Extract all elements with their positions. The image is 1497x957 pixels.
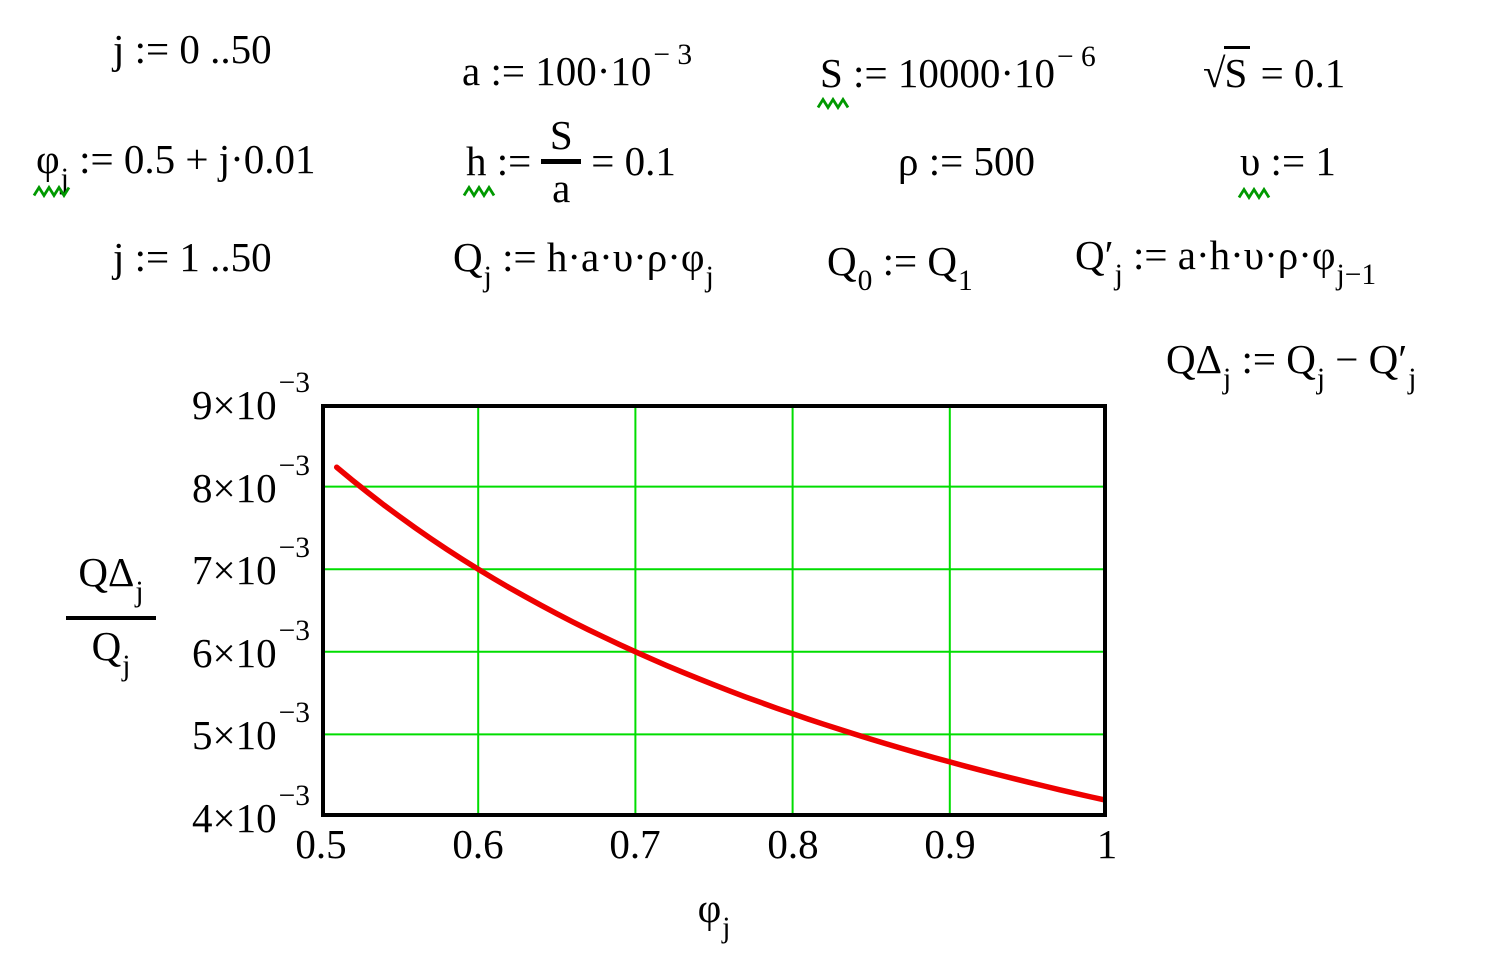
- xtick-label: 1: [1096, 821, 1118, 867]
- expr-Q-def[interactable]: Qj := h·a·υ·ρ·φj: [453, 234, 714, 293]
- redefinition-squiggle-S: [816, 96, 850, 111]
- redefinition-squiggle-phi: [32, 184, 71, 199]
- xy-plot-region[interactable]: [321, 404, 1110, 822]
- legend-fraction-bar: [66, 616, 156, 620]
- y-axis-trace-label: QΔj Qj: [58, 549, 164, 701]
- expr-Q0-def[interactable]: Q0 := Q1: [827, 238, 973, 297]
- fraction-bar: [541, 159, 582, 164]
- expr-upsilon-def[interactable]: υ := 1: [1240, 138, 1336, 184]
- expr-rho-def[interactable]: ρ := 500: [898, 138, 1035, 184]
- expr-phi-def[interactable]: φj := 0.5 + j·0.01: [36, 136, 316, 195]
- xtick-label: 0.6: [452, 821, 504, 867]
- expr-Qprime-def[interactable]: Q′j := a·h·υ·ρ·φj−1: [1075, 232, 1377, 291]
- plot-area[interactable]: [321, 404, 1110, 817]
- xtick-label: 0.9: [924, 821, 976, 867]
- fraction-numerator: S: [549, 112, 573, 158]
- h-def-rhs: = 0.1: [591, 138, 676, 184]
- expr-h-def[interactable]: h := S a = 0.1: [466, 113, 676, 210]
- fraction-denominator: a: [552, 165, 571, 211]
- ytick-label: 5×10 −3: [191, 697, 310, 758]
- expr-sqrtS-eval[interactable]: √S = 0.1: [1203, 46, 1345, 97]
- ytick-label: 7×10 −3: [191, 532, 310, 593]
- xtick-label: 0.8: [767, 821, 819, 867]
- xtick-label: 0.5: [295, 821, 347, 867]
- expr-Qdelta-def[interactable]: QΔj := Qj − Q′j: [1166, 336, 1417, 395]
- ytick-label: 4×10 −3: [191, 780, 310, 841]
- ytick-label: 9×10 −3: [191, 367, 310, 428]
- trace-color-swatch: [67, 695, 155, 701]
- ytick-label: 6×10 −3: [191, 615, 310, 676]
- legend-denominator: Qj: [91, 623, 131, 682]
- xtick-label: 0.7: [609, 821, 661, 867]
- expr-S-def[interactable]: S := 10000·10− 6: [820, 40, 1096, 96]
- legend-numerator: QΔj: [78, 549, 144, 608]
- redefinition-squiggle-h: [462, 184, 496, 199]
- fraction: S a: [541, 112, 582, 211]
- expr-range-j-0-50[interactable]: j := 0 ..50: [113, 26, 272, 72]
- expr-range-j-1-50[interactable]: j := 1 ..50: [113, 234, 272, 280]
- h-def-lhs: h :=: [466, 138, 532, 184]
- redefinition-squiggle-upsilon: [1237, 186, 1271, 201]
- x-axis-title: φj: [697, 885, 731, 944]
- expr-a-def[interactable]: a := 100·10− 3: [462, 38, 693, 94]
- ytick-label: 8×10 −3: [191, 450, 310, 511]
